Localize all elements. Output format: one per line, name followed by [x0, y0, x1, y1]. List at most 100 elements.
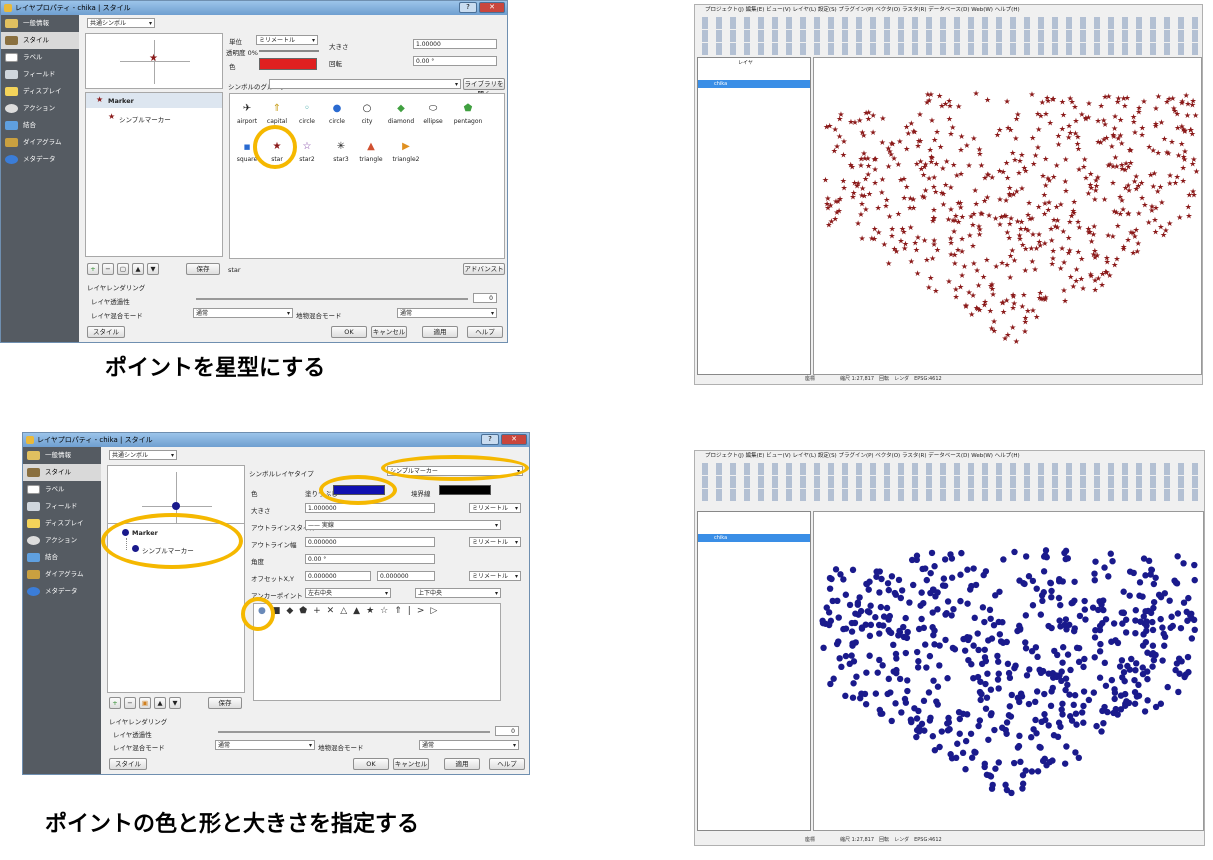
layer-transparency-spinbox[interactable]: 0	[473, 293, 497, 303]
marker-shape-3[interactable]: ⬟	[299, 606, 308, 616]
symbol-capital[interactable]: ⇑ capital	[262, 100, 292, 125]
layer-transparency-slider[interactable]	[218, 731, 490, 733]
marker-shape-5[interactable]: ✕	[326, 606, 335, 616]
marker-shape-6[interactable]: △	[340, 606, 348, 616]
ok-button[interactable]: OK	[353, 758, 389, 770]
angle-spinbox[interactable]: 0.00 °	[305, 554, 435, 564]
marker-shape-8[interactable]: ★	[366, 606, 375, 616]
symbol-ellipse[interactable]: ⬭ ellipse	[418, 100, 448, 125]
toolbar-row-2[interactable]	[699, 476, 1200, 488]
toolbar-row-3[interactable]	[699, 43, 1198, 55]
marker-shape-11[interactable]: |	[407, 606, 411, 616]
remove-layer-button[interactable]: −	[124, 697, 136, 709]
outline-unit-select[interactable]: ミリメートル	[469, 537, 521, 547]
help-title-button[interactable]: ?	[459, 2, 477, 13]
sidebar-item-joins[interactable]: 結合	[1, 117, 79, 134]
tree-simple-label[interactable]: シンプルマーカー	[119, 116, 171, 124]
feature-blend-select[interactable]: 通常	[419, 740, 519, 750]
color-button[interactable]	[259, 58, 317, 70]
offset-y-spinbox[interactable]: 0.000000	[377, 571, 435, 581]
size-spinbox[interactable]: 1.00000	[413, 39, 497, 49]
unit-select[interactable]: ミリメートル	[256, 35, 318, 45]
map-canvas-stars[interactable]: ★ ★ ★ ★ ★ ★ ★ ★ ★ ★ ★ ★ ★ ★ ★ ★ ★ ★ ★ ★ ★ ★ ★ ★ ★ ★ ★ ★ ★ ★ ★ ★ ★ ★ ★ ★ ★ ★ ★ ★…	[813, 57, 1202, 375]
tree-marker-label[interactable]: Marker	[108, 97, 134, 105]
cancel-button[interactable]: キャンセル	[371, 326, 407, 338]
layer-transparency-spinbox[interactable]: 0	[495, 726, 519, 736]
size-unit-select[interactable]: ミリメートル	[469, 503, 521, 513]
symbol-triangle[interactable]: ▲ triangle	[356, 138, 386, 163]
layer-transparency-slider[interactable]	[196, 298, 468, 300]
sidebar-item-diagrams[interactable]: ダイアグラム	[1, 134, 79, 151]
rendering-group-label[interactable]: レイヤレンダリング	[87, 284, 146, 292]
remove-layer-button[interactable]: −	[102, 263, 114, 275]
sidebar-item-fields[interactable]: フィールド	[1, 66, 79, 83]
sidebar-item-metadata[interactable]: メタデータ	[23, 583, 101, 600]
open-library-button[interactable]: ライブラリを開く	[463, 78, 505, 98]
blend-mode-select[interactable]: 通常	[193, 308, 293, 318]
lock-layer-button[interactable]: ▣	[139, 697, 151, 709]
symbol-circle[interactable]: ◦ circle	[292, 100, 322, 125]
advanced-button[interactable]: アドバンスト	[463, 263, 505, 275]
symbol-group-select[interactable]	[269, 79, 461, 89]
marker-shape-12[interactable]: >	[416, 606, 425, 616]
sidebar-item-labels[interactable]: ラベル	[1, 49, 79, 66]
add-layer-button[interactable]: +	[109, 697, 121, 709]
marker-shape-13[interactable]: ▷	[430, 606, 438, 616]
marker-shape-2[interactable]: ◆	[286, 606, 294, 616]
sidebar-item-actions[interactable]: アクション	[23, 532, 101, 549]
marker-shape-4[interactable]: +	[313, 606, 321, 616]
menu-bar[interactable]: プロジェクト(J) 編集(E) ビュー(V) レイヤ(L) 設定(S) プラグイ…	[705, 7, 1020, 13]
renderer-select[interactable]: 共通シンボル	[87, 18, 155, 28]
menu-bar[interactable]: プロジェクト(J) 編集(E) ビュー(V) レイヤ(L) 設定(S) プラグイ…	[705, 453, 1020, 459]
move-up-button[interactable]: ▲	[154, 697, 166, 709]
add-layer-button[interactable]: +	[87, 263, 99, 275]
symbol-diamond[interactable]: ◆ diamond	[386, 100, 416, 125]
renderer-select[interactable]: 共通シンボル	[109, 450, 177, 460]
move-up-button[interactable]: ▲	[132, 263, 144, 275]
close-title-button[interactable]: ✕	[479, 2, 505, 13]
symbol-star2[interactable]: ☆ star2	[292, 138, 322, 163]
lock-layer-button[interactable]: ▢	[117, 263, 129, 275]
layer-item-chika[interactable]: chika	[698, 80, 810, 88]
blend-mode-select[interactable]: 通常	[215, 740, 315, 750]
toolbar-row-3[interactable]	[699, 489, 1200, 501]
apply-button[interactable]: 適用	[422, 326, 458, 338]
anchor-h-select[interactable]: 左右中央	[305, 588, 391, 598]
sidebar-item-joins[interactable]: 結合	[23, 549, 101, 566]
feature-blend-select[interactable]: 通常	[397, 308, 497, 318]
style-menu-button[interactable]: スタイル	[87, 326, 125, 338]
symbol-star3[interactable]: ✳ star3	[326, 138, 356, 163]
offset-unit-select[interactable]: ミリメートル	[469, 571, 521, 581]
symbol-circle-alt[interactable]: ● circle	[322, 100, 352, 125]
offset-x-spinbox[interactable]: 0.000000	[305, 571, 371, 581]
toolbar-row-2[interactable]	[699, 30, 1198, 42]
sidebar-item-style[interactable]: スタイル	[1, 32, 79, 49]
sidebar-item-general[interactable]: 一般情報	[23, 447, 101, 464]
sidebar-item-style[interactable]: スタイル	[23, 464, 101, 481]
transparency-slider[interactable]	[259, 50, 319, 52]
marker-shape-10[interactable]: ⇑	[394, 606, 402, 616]
symbol-city[interactable]: ○ city	[352, 100, 382, 125]
marker-shape-9[interactable]: ☆	[380, 606, 389, 616]
cancel-button[interactable]: キャンセル	[393, 758, 429, 770]
sidebar-item-general[interactable]: 一般情報	[1, 15, 79, 32]
rendering-group-label[interactable]: レイヤレンダリング	[109, 718, 168, 726]
outline-width-spinbox[interactable]: 0.000000	[305, 537, 435, 547]
symbol-triangle2[interactable]: ▶ triangle2	[386, 138, 426, 163]
save-symbol-button[interactable]: 保存	[208, 697, 242, 709]
outline-style-select[interactable]: —— 実線	[305, 520, 501, 530]
sidebar-item-actions[interactable]: アクション	[1, 100, 79, 117]
border-color-button[interactable]	[439, 485, 491, 495]
help-button[interactable]: ヘルプ	[489, 758, 525, 770]
help-button[interactable]: ヘルプ	[467, 326, 503, 338]
toolbar-row-1[interactable]	[699, 17, 1198, 29]
map-canvas-circles[interactable]	[813, 511, 1204, 831]
style-menu-button[interactable]: スタイル	[109, 758, 147, 770]
sidebar-item-display[interactable]: ディスプレイ	[1, 83, 79, 100]
symbol-square[interactable]: ■ square	[232, 138, 262, 163]
apply-button[interactable]: 適用	[444, 758, 480, 770]
sidebar-item-metadata[interactable]: メタデータ	[1, 151, 79, 168]
move-down-button[interactable]: ▼	[147, 263, 159, 275]
anchor-v-select[interactable]: 上下中央	[415, 588, 501, 598]
rotation-spinbox[interactable]: 0.00 °	[413, 56, 497, 66]
